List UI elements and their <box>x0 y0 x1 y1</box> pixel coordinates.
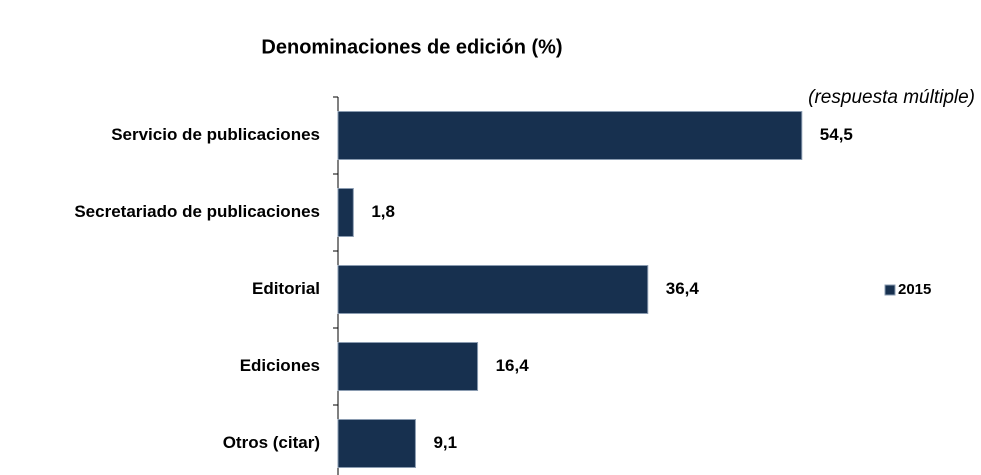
bar <box>337 188 354 237</box>
category-label: Otros (citar) <box>223 433 320 452</box>
category-label: Ediciones <box>240 356 320 375</box>
category-label: Servicio de publicaciones <box>111 125 320 144</box>
legend-label: 2015 <box>898 281 931 298</box>
bar <box>337 265 649 314</box>
value-label: 36,4 <box>666 279 700 298</box>
chart-subtitle: (respuesta múltiple) <box>808 87 975 108</box>
bar <box>337 342 479 391</box>
chart-title: Denominaciones de edición (%) <box>261 36 562 58</box>
value-label: 9,1 <box>433 433 457 452</box>
value-label: 1,8 <box>371 202 395 221</box>
legend-swatch <box>884 284 896 296</box>
bar <box>337 111 803 160</box>
category-label: Editorial <box>252 279 320 298</box>
category-label: Secretariado de publicaciones <box>74 202 320 221</box>
bar <box>337 419 416 468</box>
value-label: 54,5 <box>820 125 853 144</box>
value-label: 16,4 <box>496 356 530 375</box>
